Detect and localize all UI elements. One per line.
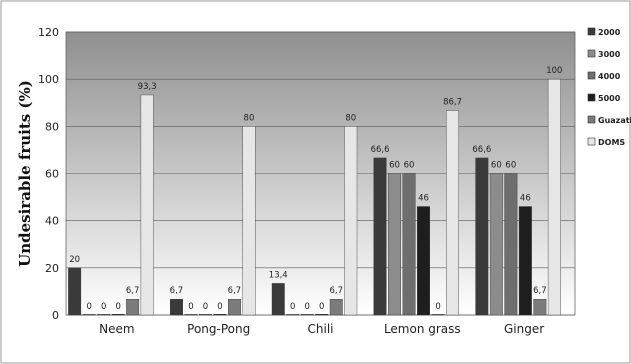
legend-swatch <box>587 137 596 146</box>
bar-4000-lemon-grass <box>402 173 416 316</box>
data-label: 60 <box>404 161 415 171</box>
bar-2000-lemon-grass <box>373 157 387 316</box>
data-label: 0 <box>115 302 120 312</box>
x-category-label: Ginger <box>504 322 544 336</box>
data-label: 93,3 <box>138 82 157 92</box>
data-label: 60 <box>491 161 502 171</box>
legend-swatch <box>587 93 596 102</box>
data-label: 80 <box>345 113 356 123</box>
y-tick-label: 60 <box>45 168 59 181</box>
y-tick-label: 100 <box>38 73 59 86</box>
data-label: 46 <box>520 194 531 204</box>
data-label: 60 <box>505 161 516 171</box>
bar-4000-pong-pong <box>198 314 212 316</box>
data-label: 66,6 <box>472 145 491 155</box>
legend-swatch <box>587 27 596 36</box>
bars <box>68 78 561 316</box>
data-label: 0 <box>203 302 208 312</box>
data-label: 20 <box>69 255 80 265</box>
y-tick-label: 80 <box>45 120 59 133</box>
bar-5000-neem <box>111 314 125 316</box>
data-label: 0 <box>86 302 91 312</box>
data-label: 86,7 <box>443 98 462 108</box>
bar-guazatine-pong-pong <box>227 298 241 316</box>
bar-guazatine-lemon-grass <box>431 314 445 316</box>
data-label: 0 <box>435 302 440 312</box>
data-label: 0 <box>305 302 310 312</box>
bar-3000-neem <box>82 314 96 316</box>
bar-doms-neem <box>140 94 154 316</box>
data-label: 6,7 <box>329 286 343 296</box>
x-category-label: Chili <box>308 322 334 336</box>
legend-label: 2000 <box>598 28 621 37</box>
y-tick-label: 40 <box>45 215 59 228</box>
data-label: 6,7 <box>126 286 140 296</box>
bar-3000-pong-pong <box>184 314 198 316</box>
bar-5000-ginger <box>518 206 532 316</box>
bar-4000-chili <box>300 314 314 316</box>
legend: 2000 3000 4000 5000 Guazatine DOMS <box>587 27 631 147</box>
bar-2000-ginger <box>475 157 489 316</box>
bar-2000-pong-pong <box>169 298 183 316</box>
data-label: 100 <box>546 66 562 76</box>
bar-4000-ginger <box>504 173 518 316</box>
legend-swatch <box>587 71 596 80</box>
bar-doms-ginger <box>547 78 561 316</box>
data-label: 80 <box>244 113 255 123</box>
data-label: 0 <box>101 302 106 312</box>
bar-2000-chili <box>271 283 285 316</box>
x-category-label: Pong-Pong <box>187 322 250 336</box>
bar-2000-neem <box>68 267 82 316</box>
bar-doms-chili <box>344 126 358 316</box>
x-category-label: Lemon grass <box>384 322 461 336</box>
y-axis-ticks: 0 20 40 60 80 100 120 <box>38 26 59 322</box>
data-label: 46 <box>418 194 429 204</box>
data-label: 0 <box>188 302 193 312</box>
data-label: 13,4 <box>269 270 288 280</box>
bar-guazatine-neem <box>126 298 140 316</box>
y-tick-label: 20 <box>45 262 59 275</box>
y-axis-label: Undesirable fruits (%) <box>16 80 34 267</box>
data-label: 0 <box>319 302 324 312</box>
legend-label: 5000 <box>598 94 621 103</box>
legend-label: 3000 <box>598 50 621 59</box>
data-label: 6,7 <box>228 286 242 296</box>
y-tick-label: 0 <box>52 309 59 322</box>
bar-3000-chili <box>286 314 300 316</box>
bar-3000-ginger <box>489 173 503 316</box>
bar-5000-lemon-grass <box>417 206 430 316</box>
y-tick-label: 120 <box>38 26 59 39</box>
bar-3000-lemon-grass <box>388 173 401 316</box>
legend-label: Guazatine <box>598 116 631 125</box>
bar-doms-lemon-grass <box>446 110 459 316</box>
data-label: 0 <box>217 302 222 312</box>
bar-guazatine-chili <box>329 298 343 316</box>
bar-doms-pong-pong <box>242 126 256 316</box>
legend-swatch <box>587 115 596 124</box>
bar-5000-chili <box>315 314 329 316</box>
bar-guazatine-ginger <box>533 298 547 316</box>
legend-label: 4000 <box>598 72 621 81</box>
data-label: 66,6 <box>371 145 390 155</box>
legend-swatch <box>587 49 596 58</box>
data-label: 6,7 <box>170 286 184 296</box>
bar-4000-neem <box>97 314 111 316</box>
x-category-label: Neem <box>99 322 134 336</box>
data-label: 0 <box>290 302 295 312</box>
legend-label: DOMS <box>598 138 625 147</box>
x-axis-categories: Neem Pong-Pong Chili Lemon grass Ginger <box>99 322 544 336</box>
data-label: 60 <box>389 161 400 171</box>
bar-5000-pong-pong <box>213 314 227 316</box>
data-label: 6,7 <box>533 286 547 296</box>
